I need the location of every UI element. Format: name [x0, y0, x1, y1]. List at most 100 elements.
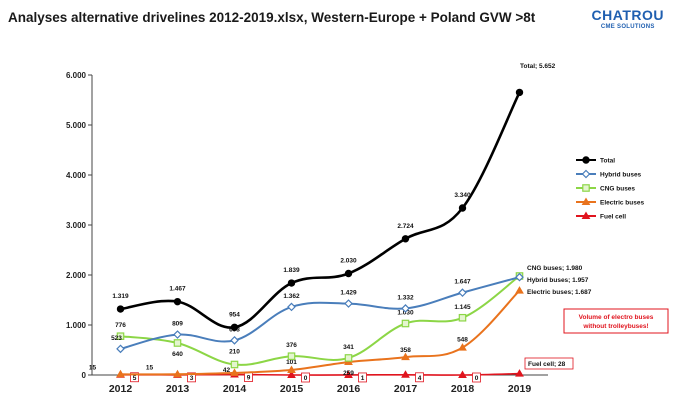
y-tick-label: 3.000 [66, 221, 87, 230]
data-point-electric-buses [401, 352, 410, 361]
data-label-hybrid-buses: 809 [172, 321, 183, 328]
data-label-hybrid-buses: Hybrid buses; 1.957 [527, 277, 589, 284]
x-tick-label: 2019 [508, 383, 532, 395]
data-label-box-fuel-cell [524, 357, 574, 370]
data-label-electric-buses: 548 [457, 337, 468, 344]
data-point-cng-buses [230, 360, 239, 369]
legend-marker-total [582, 156, 590, 164]
x-tick-label: 2018 [451, 383, 475, 395]
data-point-cng-buses [401, 319, 410, 328]
data-point-electric-buses [173, 369, 182, 378]
data-label-total: 3.340 [454, 192, 471, 199]
data-point-electric-buses [230, 368, 239, 376]
data-label-cng-buses: 376 [286, 342, 297, 349]
data-point-electric-buses [458, 343, 467, 351]
data-point-hybrid-buses [401, 304, 410, 313]
data-point-electric-buses [116, 369, 125, 378]
x-tick-label: 2013 [166, 383, 190, 395]
data-point-hybrid-buses [230, 336, 239, 345]
data-label-fuel-cell: 3 [190, 375, 194, 382]
data-point-total [458, 204, 467, 212]
data-label-hybrid-buses: 523 [111, 335, 122, 342]
data-label-cng-buses: 776 [115, 322, 126, 329]
data-label-total: 1.467 [169, 286, 186, 293]
data-label-total: Total; 5.652 [520, 63, 556, 70]
data-point-cng-buses [173, 339, 182, 347]
data-point-hybrid-buses [173, 330, 182, 339]
data-point-total [401, 235, 410, 243]
data-label-cng-buses: CNG buses; 1.980 [527, 265, 583, 272]
data-label-total: 1.319 [112, 293, 129, 300]
data-label-fuel-cell: 0 [475, 375, 479, 382]
data-label-hybrid-buses: 1.647 [454, 279, 471, 286]
y-tick-label: 2.000 [66, 271, 87, 280]
data-label-hybrid-buses: 1.429 [340, 290, 357, 297]
data-label-fuel-cell: 5 [133, 375, 137, 382]
data-point-hybrid-buses [458, 288, 467, 297]
data-label-total: 2.724 [397, 223, 414, 230]
data-point-total [344, 269, 353, 278]
data-label-fuel-cell: 9 [247, 375, 251, 382]
data-label-box-fuel-cell [301, 372, 310, 383]
data-point-cng-buses [287, 352, 296, 361]
data-point-total [230, 323, 239, 331]
data-label-cng-buses: 640 [172, 351, 183, 358]
y-tick-label: 0 [82, 371, 87, 380]
data-label-box-fuel-cell [415, 372, 424, 383]
data-point-total [515, 88, 524, 97]
logo-name: CHATROU [591, 7, 664, 23]
data-point-fuel-cell [515, 369, 524, 377]
legend-label-hybrid-buses: Hybrid buses [600, 172, 642, 179]
data-label-electric-buses: Electric buses; 1.687 [527, 289, 592, 296]
annotation-box [563, 308, 669, 334]
data-label-electric-buses: 358 [400, 347, 411, 354]
series-line-hybrid-buses [120, 276, 520, 350]
data-label-box-fuel-cell [130, 372, 139, 383]
data-label-fuel-cell: 1 [361, 375, 365, 382]
data-label-box-fuel-cell [187, 372, 196, 383]
data-point-cng-buses [116, 332, 125, 341]
data-point-total [116, 305, 125, 313]
data-label-box-fuel-cell [358, 372, 367, 383]
data-label-electric-buses: 15 [146, 364, 154, 371]
data-point-fuel-cell [458, 370, 467, 378]
data-label-fuel-cell: 0 [304, 375, 308, 382]
legend-label-fuel-cell: Fuel cell [600, 214, 626, 221]
data-label-electric-buses: 15 [89, 364, 97, 371]
data-label-box-fuel-cell [472, 372, 481, 383]
legend-label-electric-buses: Electric buses [600, 200, 644, 207]
data-point-total [287, 279, 296, 287]
data-point-total [173, 297, 182, 306]
data-label-hybrid-buses: 1.332 [397, 294, 414, 301]
annotation-line-2: without trolleybuses! [582, 323, 648, 330]
data-label-hybrid-buses: 1.362 [283, 293, 300, 300]
data-label-total: 954 [229, 311, 240, 318]
data-point-electric-buses [287, 365, 296, 373]
data-point-hybrid-buses [287, 302, 296, 312]
data-point-electric-buses [515, 286, 524, 294]
company-logo: CHATROU CME SOLUTIONS [592, 8, 664, 31]
data-label-fuel-cell: 4 [418, 375, 422, 382]
data-label-total: 2.030 [340, 258, 357, 265]
data-label-cng-buses: 1.030 [397, 310, 414, 317]
data-label-electric-buses: 259 [343, 370, 354, 377]
legend-label-cng-buses: CNG buses [600, 186, 635, 193]
page-title: Analyses alternative drivelines 2012-201… [8, 10, 536, 25]
data-point-fuel-cell [287, 370, 296, 378]
logo-tagline: CME SOLUTIONS [600, 24, 655, 30]
y-tick-label: 5.000 [66, 121, 87, 130]
y-tick-label: 6.000 [66, 71, 87, 80]
legend-label-total: Total [600, 158, 615, 165]
y-tick-label: 4.000 [66, 171, 87, 180]
x-tick-label: 2014 [223, 383, 247, 395]
x-tick-label: 2017 [394, 383, 418, 395]
data-label-total: 1.839 [283, 267, 300, 274]
legend-marker-hybrid-buses [581, 169, 591, 179]
x-tick-label: 2015 [280, 383, 304, 395]
data-point-cng-buses [458, 313, 467, 322]
data-point-hybrid-buses [116, 344, 125, 354]
legend-marker-fuel-cell [581, 211, 591, 219]
y-tick-label: 1.000 [66, 321, 87, 330]
